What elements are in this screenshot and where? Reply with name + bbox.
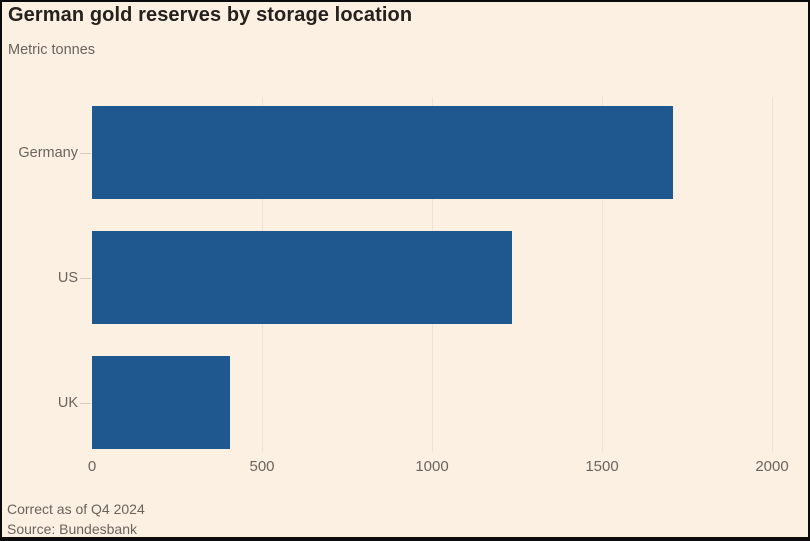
chart-note: Correct as of Q4 2024 (7, 501, 145, 517)
bar-germany (92, 106, 674, 199)
x-tick-label-0: 0 (87, 458, 97, 475)
gridline-2000 (772, 97, 773, 452)
bar-us (92, 231, 513, 324)
category-label-us: US (57, 269, 78, 286)
category-label-uk: UK (57, 394, 78, 411)
x-tick-label-1000: 1000 (415, 458, 449, 475)
x-tick-label-2000: 2000 (755, 458, 789, 475)
plot-area (92, 97, 773, 452)
bar-uk (92, 356, 230, 449)
y-axis-tick (80, 152, 91, 154)
chart-subtitle: Metric tonnes (8, 42, 96, 58)
y-axis-tick (80, 277, 91, 279)
y-axis-tick (80, 402, 91, 404)
x-tick-label-500: 500 (249, 458, 275, 475)
chart-title: German gold reserves by storage location (8, 4, 413, 26)
x-tick-label-1500: 1500 (585, 458, 619, 475)
chart-source: Source: Bundesbank (7, 521, 137, 537)
gridline-1500 (602, 97, 603, 452)
category-label-germany: Germany (18, 144, 78, 161)
